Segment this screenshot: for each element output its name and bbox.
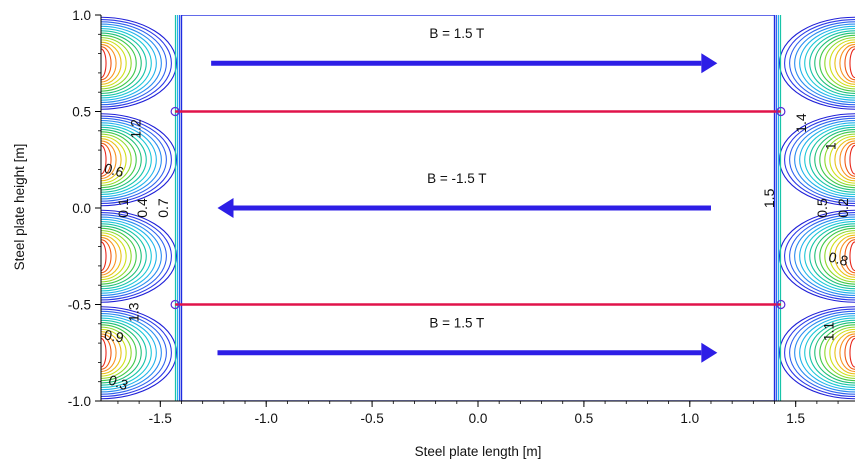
y-tick-label: -1.0 — [68, 394, 91, 409]
y-axis-label: Steel plate height [m] — [12, 144, 27, 271]
contour-label: 1.4 — [793, 113, 809, 133]
x-tick-label: 1.0 — [680, 411, 699, 426]
x-tick-label: 0.5 — [575, 411, 594, 426]
contour-label: 0.9 — [103, 326, 125, 345]
contour-label: 0.1 — [115, 198, 131, 218]
contour-line — [850, 145, 856, 174]
contour-label: 1.2 — [128, 119, 144, 139]
contour-line — [850, 338, 856, 367]
x-axis-label: Steel plate length [m] — [415, 444, 542, 459]
contour-label: 0.3 — [107, 372, 131, 394]
x-tick-label: 1.5 — [786, 411, 805, 426]
field-label: B = -1.5 T — [427, 171, 486, 186]
contour-line — [850, 242, 856, 271]
contour-label: 1.5 — [761, 188, 777, 208]
y-tick-label: -0.5 — [68, 298, 91, 313]
y-tick-label: 0.0 — [72, 201, 91, 216]
contour-label: 0.2 — [835, 198, 851, 218]
x-tick-label: -1.5 — [149, 411, 172, 426]
x-tick-label: -1.0 — [255, 411, 278, 426]
x-tick-label: -0.5 — [360, 411, 383, 426]
contour-label: 0.4 — [134, 198, 150, 218]
y-tick-label: 0.5 — [72, 105, 91, 120]
contour-label: 1.1 — [820, 322, 836, 342]
contour-label: 1 — [822, 142, 838, 150]
contour-label: 0.5 — [814, 198, 830, 218]
y-tick-label: 1.0 — [72, 8, 91, 23]
contour-label: 0.7 — [155, 198, 171, 218]
field-label: B = 1.5 T — [429, 26, 484, 41]
contour-line — [850, 49, 856, 78]
contour-label: 1.3 — [126, 302, 142, 322]
field-label: B = 1.5 T — [429, 316, 484, 331]
x-tick-label: 0.0 — [469, 411, 488, 426]
